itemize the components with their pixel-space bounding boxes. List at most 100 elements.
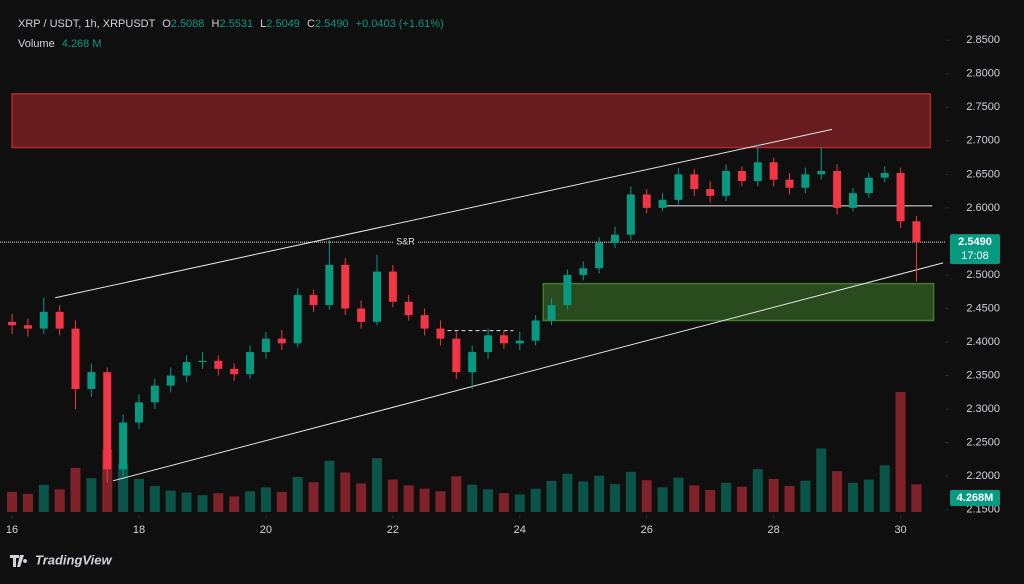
candle-body	[404, 301, 413, 316]
y-tick-label: 2.7500	[966, 101, 1000, 113]
y-tick-label: 2.4500	[966, 302, 1000, 314]
low-label: L	[260, 18, 266, 30]
volume-bar	[879, 465, 890, 512]
candle-body	[833, 170, 842, 208]
close-label: C	[307, 18, 315, 30]
candle-body	[277, 338, 286, 344]
candle-body	[246, 352, 255, 375]
volume-bar	[514, 494, 525, 512]
volume-bar	[340, 472, 351, 512]
volume-bar	[546, 480, 557, 512]
y-tick-label: 2.8000	[966, 68, 1000, 80]
candle-body	[658, 199, 667, 208]
volume-bar	[229, 496, 240, 512]
candle-body	[357, 308, 366, 322]
candle-body	[753, 162, 762, 182]
volume-badge-label: 4.268M	[957, 492, 994, 504]
candle-body	[182, 362, 191, 376]
volume-bar	[133, 478, 144, 512]
volume-bar	[498, 493, 509, 512]
y-tick-label: 2.7000	[966, 135, 1000, 147]
candle-body	[896, 173, 905, 222]
candle-body	[198, 360, 207, 363]
candle-body	[563, 274, 572, 306]
volume-bar	[673, 477, 684, 512]
countdown: 17:08	[961, 250, 989, 262]
candle-body	[325, 264, 334, 306]
candle-body	[214, 360, 223, 369]
candle-body	[293, 295, 302, 344]
open-value: 2.5088	[171, 18, 205, 30]
volume-bar	[657, 487, 668, 512]
volume-bar	[847, 482, 858, 512]
candle-body	[817, 170, 826, 175]
candle-body	[531, 320, 540, 341]
open-label: O	[162, 18, 171, 30]
volume-bar	[149, 486, 160, 512]
candle-body	[515, 340, 524, 344]
candle-body	[134, 402, 143, 423]
volume-bar	[260, 487, 271, 512]
candle-body	[420, 315, 429, 329]
candle-body	[674, 174, 683, 200]
volume-bar	[54, 489, 65, 512]
volume-bar	[721, 482, 732, 512]
volume-bar	[403, 485, 414, 512]
candle-body	[87, 372, 96, 389]
candle-body	[71, 328, 80, 389]
candle-body	[610, 234, 619, 243]
y-tick-label: 2.6000	[966, 202, 1000, 214]
volume-bar	[578, 481, 589, 512]
brand: TradingView	[10, 552, 112, 567]
candle-body	[579, 268, 588, 275]
x-tick-label: 20	[260, 524, 272, 536]
volume-bar	[165, 490, 176, 512]
volume-bar	[467, 484, 478, 512]
x-tick-label: 18	[133, 524, 145, 536]
candle-body	[848, 193, 857, 208]
volume-bar	[387, 479, 398, 512]
candle-body	[166, 375, 175, 386]
candle-body	[23, 325, 32, 329]
change: +0.0403 (+1.61%)	[356, 18, 444, 30]
volume-bar	[451, 476, 462, 512]
legend-row: XRP / USDT, 1h, XRPUSDT O2.5088 H2.5531 …	[18, 18, 444, 30]
volume-bar	[181, 492, 192, 512]
volume-bar	[276, 491, 287, 512]
brand-name: TradingView	[35, 552, 112, 567]
y-tick-label: 2.8500	[966, 34, 1000, 46]
sr-label: S&R	[396, 236, 415, 246]
volume-bar	[118, 464, 129, 512]
y-tick-label: 2.2500	[966, 436, 1000, 448]
volume-bar	[70, 467, 81, 512]
x-tick-label: 30	[894, 524, 906, 536]
candle-body	[341, 264, 350, 309]
volume-bar	[7, 491, 18, 512]
y-tick-label: 2.6500	[966, 168, 1000, 180]
volume-label: Volume	[18, 38, 55, 50]
candle-body	[626, 194, 635, 235]
volume-bar	[371, 458, 382, 512]
volume-bar	[863, 479, 874, 512]
high-value: 2.5531	[219, 18, 253, 30]
candle-body	[468, 352, 477, 373]
trend-line	[55, 128, 833, 299]
price-badge	[950, 234, 1000, 265]
x-tick-label: 28	[768, 524, 780, 536]
volume-bar	[245, 491, 256, 512]
x-tick-label: 26	[641, 524, 653, 536]
candle-body	[103, 372, 112, 470]
candle-body	[39, 311, 48, 329]
volume-bar	[752, 469, 763, 512]
candle-body	[261, 338, 270, 353]
candle-body	[484, 335, 493, 353]
volume-bar	[641, 480, 652, 512]
volume-bar	[594, 475, 605, 512]
candle-body	[8, 321, 17, 326]
candle-body	[150, 385, 159, 403]
x-tick-label: 22	[387, 524, 399, 536]
volume-bar	[736, 486, 747, 512]
zone	[542, 282, 935, 322]
